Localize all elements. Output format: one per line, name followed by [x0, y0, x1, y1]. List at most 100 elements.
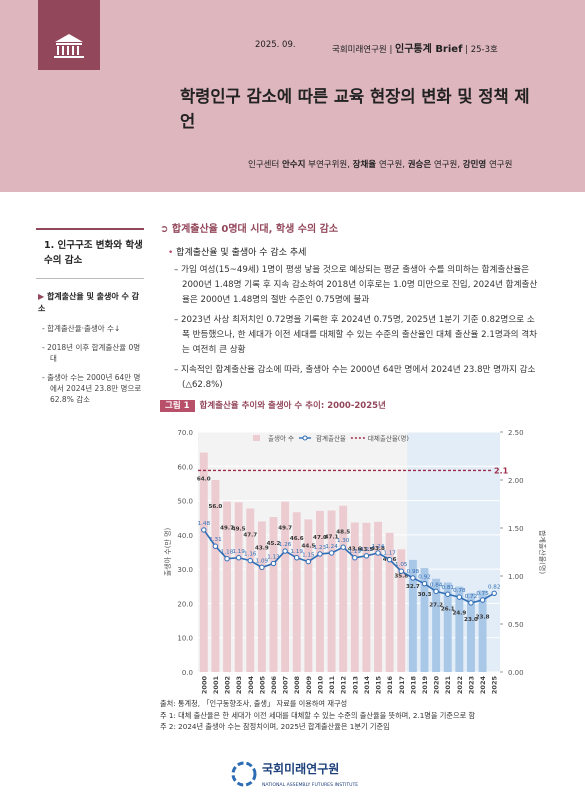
x-tick-label: 2003: [235, 676, 243, 694]
figure-label: 그림 1 합계출산율 추이와 출생아 수 추이: 2000-2025년: [160, 399, 386, 412]
line-value-label: 1.21: [360, 547, 373, 553]
line-value-label: 0.81: [441, 585, 454, 591]
x-tick-label: 2008: [293, 676, 301, 695]
x-tick-label: 2019: [421, 676, 429, 695]
bar: [211, 480, 220, 672]
bar: [455, 586, 464, 672]
line-point: [491, 590, 497, 596]
sidebar-item: - 2018년 이후 합계출산율 0명대: [42, 343, 141, 363]
bar-value-label: 49.5: [232, 526, 246, 532]
line-point: [468, 600, 474, 606]
line-value-label: 1.19: [290, 549, 303, 555]
y2-tick-label: 1.50: [508, 525, 524, 533]
bar-value-label: 32.7: [406, 584, 420, 590]
bar: [339, 505, 348, 672]
bar-value-label: 30.3: [418, 592, 432, 598]
line-value-label: 1.13: [267, 555, 280, 561]
paragraphs: – 가임 여성(15~49세) 1명이 평생 낳을 것으로 예상되는 평균 출생…: [160, 263, 542, 393]
x-tick-label: 2012: [340, 676, 348, 694]
bar: [304, 519, 313, 672]
section-heading: ➲ 합계출산율 0명대 시대, 학생 수의 감소: [160, 224, 339, 235]
line-point: [386, 556, 393, 563]
y-tick-label: 60.0: [177, 463, 193, 471]
emblem: [38, 0, 100, 70]
logo: 국회미래연구원 NATIONAL ASSEMBLY FUTURES INSTIT…: [231, 761, 358, 788]
bar-value-label: 26.1: [441, 607, 455, 613]
y-tick-label: 20.0: [177, 600, 193, 608]
line-value-label: 1.24: [372, 544, 385, 550]
title: 학령인구 감소에 따른 교육 현장의 변화 및 정책 제언: [180, 87, 530, 131]
author-role: 연구원,: [378, 160, 406, 170]
line-point: [445, 591, 451, 597]
x-tick-label: 2010: [316, 676, 324, 695]
y-tick-label: 50.0: [177, 498, 193, 506]
sidebar-items: - 합계출산율·출생아 수↓ - 2018년 이후 합계출산율 0명대 - 출생아 …: [36, 323, 144, 405]
bar-value-label: 43.6: [348, 547, 362, 553]
line-value-label: 0.78: [453, 588, 466, 594]
bullet: • 합계출산율 및 출생아 수 감소 추세: [168, 248, 307, 258]
sidebar-item-text: 2018년 이후 합계출산율 0명대: [47, 343, 141, 363]
x-tick-label: 2009: [305, 676, 313, 695]
y-tick-label: 10.0: [177, 635, 193, 643]
authors: 인구센터 안수지 부연구위원, 장채율 연구원, 권승은 연구원, 강민영 연구…: [248, 158, 512, 170]
line-value-label: 0.82: [488, 584, 500, 590]
line-point: [433, 588, 439, 595]
line-value-label: 0.84: [430, 582, 443, 588]
line-point: [282, 548, 288, 554]
bar: [327, 510, 336, 672]
x-tick-label: 2013: [351, 676, 359, 694]
bar-value-label: 47.1: [325, 535, 339, 541]
bar: [408, 559, 417, 672]
line-point: [259, 564, 265, 571]
x-tick-label: 2025: [491, 676, 499, 695]
bar: [257, 521, 266, 672]
bar: [223, 501, 231, 672]
bar: [362, 522, 371, 672]
legend-label: 출생아 수: [268, 434, 294, 443]
line-point: [212, 543, 219, 549]
bar-value-label: 43.9: [255, 545, 269, 551]
bar-value-label: 35.8: [394, 573, 408, 579]
bar-value-label: 24.9: [452, 611, 466, 617]
line-value-label: 1.18: [221, 550, 234, 556]
y-tick-label: 70.0: [177, 429, 193, 437]
x-tick-label: 2014: [363, 676, 371, 695]
line-point: [201, 527, 207, 533]
y2-tick-label: 1.00: [508, 573, 524, 581]
figure-tag: 그림 1: [160, 400, 195, 412]
sidebar: 1. 인구구조 변화와 학생 수의 감소 ▶ 합계출산율 및 출생아 수 감소 …: [36, 228, 144, 405]
bar-value-label: 43.8: [371, 546, 385, 552]
author-role: 연구원,: [433, 160, 461, 170]
bar: [269, 517, 278, 672]
note: 주 1: 대체 출산율은 한 세대가 이전 세대를 대체할 수 있는 수준의 출…: [160, 710, 476, 720]
sidebar-item: - 합계출산율·출생아 수↓: [42, 324, 121, 333]
sidebar-subheading-text: 합계출산율 및 출생아 수 감소: [38, 292, 140, 313]
bar: [420, 568, 429, 672]
bar-value-label: 49.7: [278, 526, 292, 532]
bar: [385, 532, 394, 672]
x-tick-label: 2021: [444, 676, 452, 695]
footer-logo: 국회미래연구원 NATIONAL ASSEMBLY FUTURES INSTIT…: [230, 760, 370, 792]
line-point: [410, 575, 416, 581]
logo-english: NATIONAL ASSEMBLY FUTURES INSTITUTE: [262, 782, 358, 788]
bar-value-label: 64.0: [197, 477, 211, 483]
x-tick-label: 2006: [270, 676, 278, 695]
bar: [443, 582, 452, 672]
x-tick-label: 2017: [398, 676, 406, 694]
x-tick-label: 2001: [212, 676, 220, 695]
line-value-label: 1.17: [383, 551, 396, 557]
x-tick-label: 2002: [224, 676, 232, 694]
bar: [478, 590, 487, 672]
bar: [316, 510, 324, 672]
x-tick-label: 2016: [386, 676, 394, 695]
bar-value-label: 46.6: [290, 536, 304, 542]
author-name: 안수지: [281, 160, 306, 170]
main-body: ➲ 합계출산율 0명대 시대, 학생 수의 감소 • 합계출산율 및 출생아 수…: [160, 220, 542, 393]
author-name: 강민영: [462, 160, 487, 170]
bar: [292, 512, 301, 672]
y-tick-label: 40.0: [177, 532, 193, 540]
bar-value-label: 43.5: [360, 547, 374, 553]
legend-swatch: [253, 435, 260, 441]
